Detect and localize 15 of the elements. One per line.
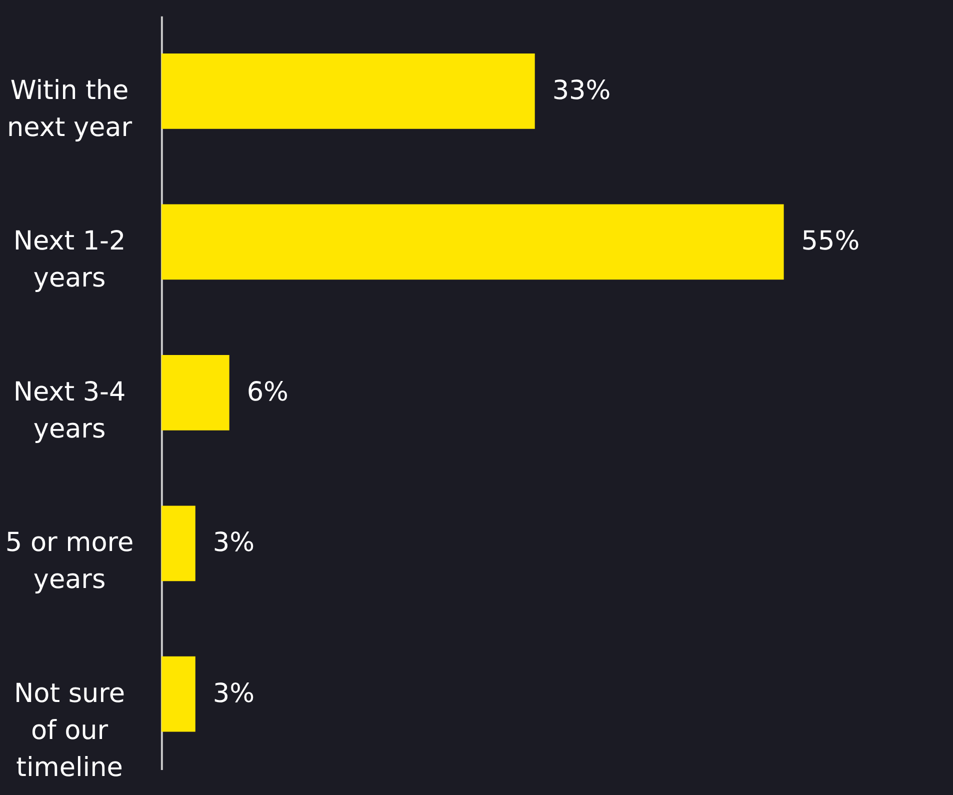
y-tick-label: Witin the next year	[7, 76, 132, 143]
data-label: 55%	[801, 226, 860, 257]
data-label: 3%	[212, 678, 255, 709]
data-label: 33%	[552, 76, 611, 106]
data-label: 3%	[212, 528, 255, 558]
y-tick-label: Not sure of our timeline	[14, 678, 126, 783]
data-label: 6%	[246, 377, 288, 408]
bar	[161, 656, 196, 732]
y-tick-label: Next 1-2 years	[13, 226, 126, 294]
y-tick-label: Next 3-4 years	[13, 377, 126, 444]
bar	[161, 54, 535, 129]
bar	[161, 354, 230, 430]
y-tick-label: 5 or more years	[5, 528, 134, 596]
bar	[161, 204, 784, 280]
bar	[161, 506, 196, 582]
